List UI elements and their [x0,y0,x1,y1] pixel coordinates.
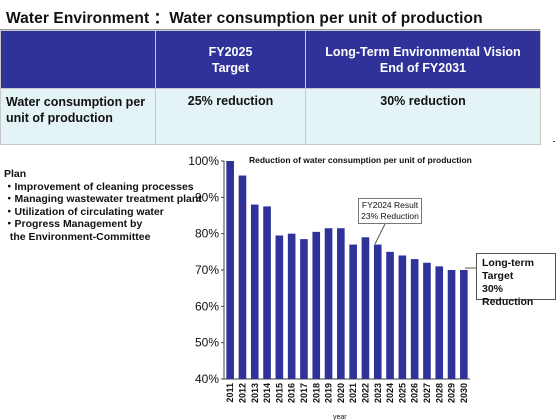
x-tick-label: 2026 [410,383,420,403]
row-label: Water consumption per unit of production [0,88,156,145]
x-tick-label: 2011 [225,383,235,403]
bar-2021 [349,244,357,379]
table-row: Water consumption per unit of production… [0,88,541,145]
y-tick-label: 70% [195,263,219,277]
bar-2014 [263,206,271,379]
bar-2013 [250,204,259,379]
plan-item: ・Utilization of circulating water [4,205,164,218]
bar-2025 [398,255,407,379]
callout-line: FY2024 Result [361,200,419,210]
table-header-fy2025: FY2025 Target [155,30,306,89]
x-tick-label: 2024 [385,383,395,403]
stray-mark [553,141,555,142]
bar-2017 [300,239,308,379]
x-tick-label: 2013 [250,383,260,403]
y-tick-label: 50% [195,336,219,350]
y-tick-label: 90% [195,190,219,204]
x-tick-label: 2025 [397,383,407,403]
bar-2024 [386,251,394,379]
fy2024-result-callout: FY2024 Result 23% Reduction [358,198,422,224]
header-line: Long-Term Environmental Vision [325,44,521,59]
x-tick-label: 2012 [237,383,247,403]
x-tick-label: 2019 [324,383,334,403]
fy2025-target-cell: 25% reduction [155,88,306,145]
result-callout-leader [374,223,386,245]
header-line: Target [211,60,250,75]
bar-2027 [423,262,431,379]
x-tick-label: 2017 [299,383,309,403]
plan-heading: Plan [4,168,27,180]
chart-title: Reduction of water consumption per unit … [249,155,472,165]
bar-2028 [435,266,444,379]
bar-2026 [410,259,419,379]
table-header-empty [0,30,156,89]
plan-list: Plan ・Improvement of cleaning processes … [4,168,202,243]
bar-2020 [337,228,345,379]
callout-line: Target [482,270,514,282]
y-tick-label: 80% [195,227,219,241]
bar-2019 [324,228,333,379]
header-line: End of FY2031 [379,60,467,75]
header-line: FY2025 [208,44,253,59]
row-label-line: unit of production [6,111,113,125]
y-tick-label: 40% [195,372,219,386]
callout-line: 23% Reduction [361,211,419,221]
bar-2030 [460,270,468,379]
x-tick-label: 2022 [360,383,370,403]
x-tick-label: 2018 [311,383,321,403]
plan-item: ・Improvement of cleaning processes [4,180,194,193]
x-tick-label: 2028 [434,383,444,403]
bar-2029 [447,270,456,379]
plan-item: the Environment-Committee [4,230,151,243]
plan-item: ・Managing wastewater treatment plant [4,193,202,205]
plan-item: ・Progress Management by [4,218,143,230]
x-tick-label: 2016 [287,383,297,403]
x-tick-label: 2020 [336,383,346,403]
bar-2012 [238,175,247,379]
x-tick-label: 2015 [274,383,284,403]
callout-line: Long-term [482,257,534,269]
x-tick-label: 2029 [447,383,457,403]
page-title: Water Environment ：Water consumption per… [6,10,483,27]
x-tick-label: 2014 [262,383,272,403]
bar-2018 [312,231,321,379]
vision-target-cell: 30% reduction [305,88,541,145]
bar-2022 [361,237,370,379]
targets-table: FY2025 Target Long-Term Environmental Vi… [0,30,541,145]
x-tick-label: 2030 [459,383,469,403]
bar-2023 [373,244,382,379]
table-header-vision: Long-Term Environmental Vision End of FY… [305,30,541,89]
y-tick-label: 100% [188,154,219,168]
x-tick-label: 2023 [373,383,383,403]
x-tick-label: 2021 [348,383,358,403]
bar-2015 [275,235,284,379]
callout-line: 30% Reduction [482,283,534,308]
table-header-row: FY2025 Target Long-Term Environmental Vi… [0,30,541,89]
x-axis-label: year [333,414,347,420]
x-tick-label: 2027 [422,383,432,403]
bar-2016 [287,233,296,379]
row-label-line: Water consumption per [6,95,146,109]
long-term-target-callout: Long-term Target 30% Reduction [476,253,556,308]
bar-2011 [226,161,234,379]
y-tick-label: 60% [195,299,219,313]
title-divider [0,29,540,30]
